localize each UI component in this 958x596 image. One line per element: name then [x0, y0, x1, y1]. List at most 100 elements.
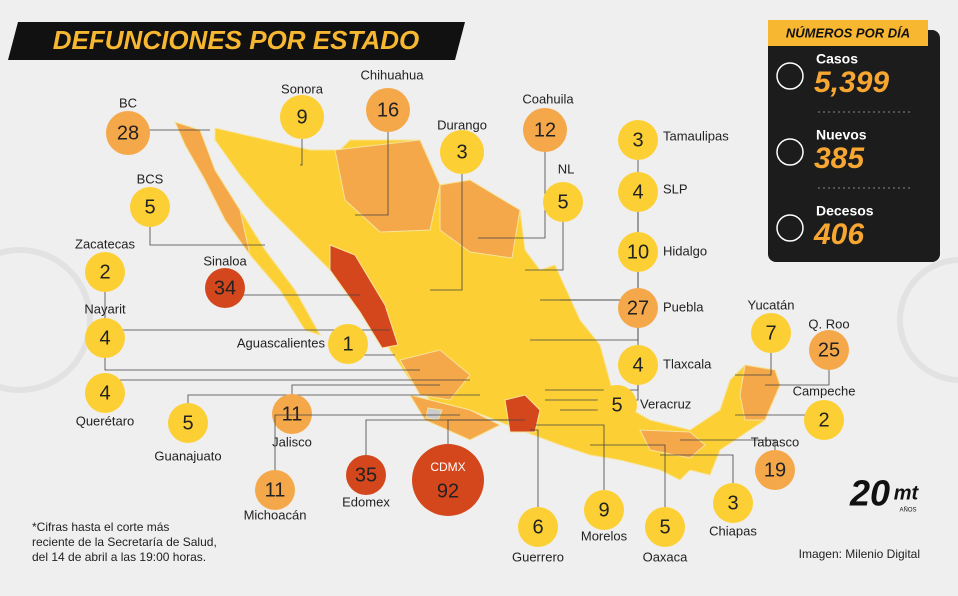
state-marker [412, 444, 484, 516]
title: DEFUNCIONES POR ESTADO [53, 25, 419, 55]
state-name: Zacatecas [75, 236, 135, 251]
state-value: 4 [99, 382, 110, 404]
state-marker [618, 232, 658, 272]
state-value: 35 [355, 464, 377, 486]
state-marker [543, 182, 583, 222]
state-value: 3 [632, 129, 643, 151]
state-marker [205, 268, 245, 308]
state-name: Chiapas [709, 523, 757, 538]
state-name: Chihuahua [361, 67, 425, 82]
state-marker [106, 111, 150, 155]
state-value: 92 [437, 480, 459, 502]
state-name: Nayarit [84, 301, 126, 316]
state-marker [755, 450, 795, 490]
panel-value: 385 [814, 142, 865, 175]
state-name: Michoacán [244, 507, 307, 522]
state-value: 3 [456, 141, 467, 163]
panel-label: Casos [816, 51, 858, 67]
state-marker [346, 455, 386, 495]
state-name: Morelos [581, 528, 628, 543]
footnote-line: *Cifras hasta el corte más [32, 520, 169, 534]
panel-icon [776, 214, 804, 242]
state-marker [713, 483, 753, 523]
state-marker [328, 324, 368, 364]
state-marker [597, 385, 637, 425]
leader-line [535, 424, 605, 510]
state-marker [85, 318, 125, 358]
state-name: Veracruz [640, 396, 691, 411]
state-marker [440, 130, 484, 174]
state-marker [523, 108, 567, 152]
state-marker [272, 394, 312, 434]
state-name: BCS [137, 171, 164, 186]
state-marker [618, 345, 658, 385]
state-name: Guerrero [512, 549, 564, 564]
footnote-line: del 14 de abril a las 19:00 horas. [32, 550, 206, 564]
state-markers: BC28Sonora9Chihuahua16Durango3Coahuila12… [75, 67, 855, 564]
state-name: Edomex [342, 494, 390, 509]
panel-value: 5,399 [814, 66, 889, 99]
panel-label: Nuevos [816, 127, 867, 143]
state-value: 19 [764, 459, 786, 481]
state-name: Q. Roo [808, 316, 849, 331]
state-marker [618, 288, 658, 328]
footnote-line: reciente de la Secretaría de Salud, [32, 535, 217, 549]
state-value: 3 [727, 492, 738, 514]
state-marker [804, 400, 844, 440]
state-marker [645, 507, 685, 547]
panel-value: 406 [813, 218, 864, 251]
state-name: Sinaloa [203, 253, 247, 268]
logo-brand: mt [894, 482, 920, 504]
state-value: 5 [182, 412, 193, 434]
state-name: BC [119, 95, 137, 110]
state-marker [255, 470, 295, 510]
panel-icon [776, 62, 804, 90]
state-marker [618, 120, 658, 160]
state-value: 5 [557, 191, 568, 213]
state-value: 4 [632, 181, 643, 203]
state-value: 5 [144, 196, 155, 218]
state-name: Campeche [793, 383, 856, 398]
state-marker [366, 88, 410, 132]
leader-line [355, 110, 389, 216]
state-name: Tabasco [751, 434, 799, 449]
panel-title: NÚMEROS POR DÍA [786, 25, 910, 40]
logo: 20 mt AÑOS [849, 473, 920, 514]
state-name: Oaxaca [643, 549, 689, 564]
state-marker [85, 252, 125, 292]
state-marker [809, 330, 849, 370]
state-marker [751, 313, 791, 353]
state-marker [130, 187, 170, 227]
background-decor [0, 247, 958, 393]
state-value: 5 [611, 394, 622, 416]
state-value: 11 [265, 479, 286, 501]
state-marker [168, 403, 208, 443]
state-marker [618, 172, 658, 212]
state-marker [280, 95, 324, 139]
state-name: SLP [663, 181, 688, 196]
leader-line [478, 130, 546, 239]
state-value: 6 [532, 516, 543, 538]
panel-label: Decesos [816, 203, 874, 219]
state-marker [85, 373, 125, 413]
state-value: 9 [296, 106, 307, 128]
state-marker [584, 490, 624, 530]
state-name: Aguascalientes [237, 335, 326, 350]
state-value: 16 [377, 99, 399, 121]
state-name: Hidalgo [663, 243, 707, 258]
state-name: Jalisco [272, 434, 312, 449]
state-name: Puebla [663, 299, 704, 314]
state-value: 7 [765, 322, 776, 344]
state-value: 27 [627, 297, 649, 319]
state-value: 28 [117, 122, 139, 144]
leader-line [525, 202, 564, 271]
logo-number: 20 [849, 473, 890, 514]
state-value: 25 [818, 339, 840, 361]
state-value: 11 [282, 403, 303, 425]
state-name: Sonora [281, 81, 324, 96]
state-name: Coahuila [522, 91, 574, 106]
